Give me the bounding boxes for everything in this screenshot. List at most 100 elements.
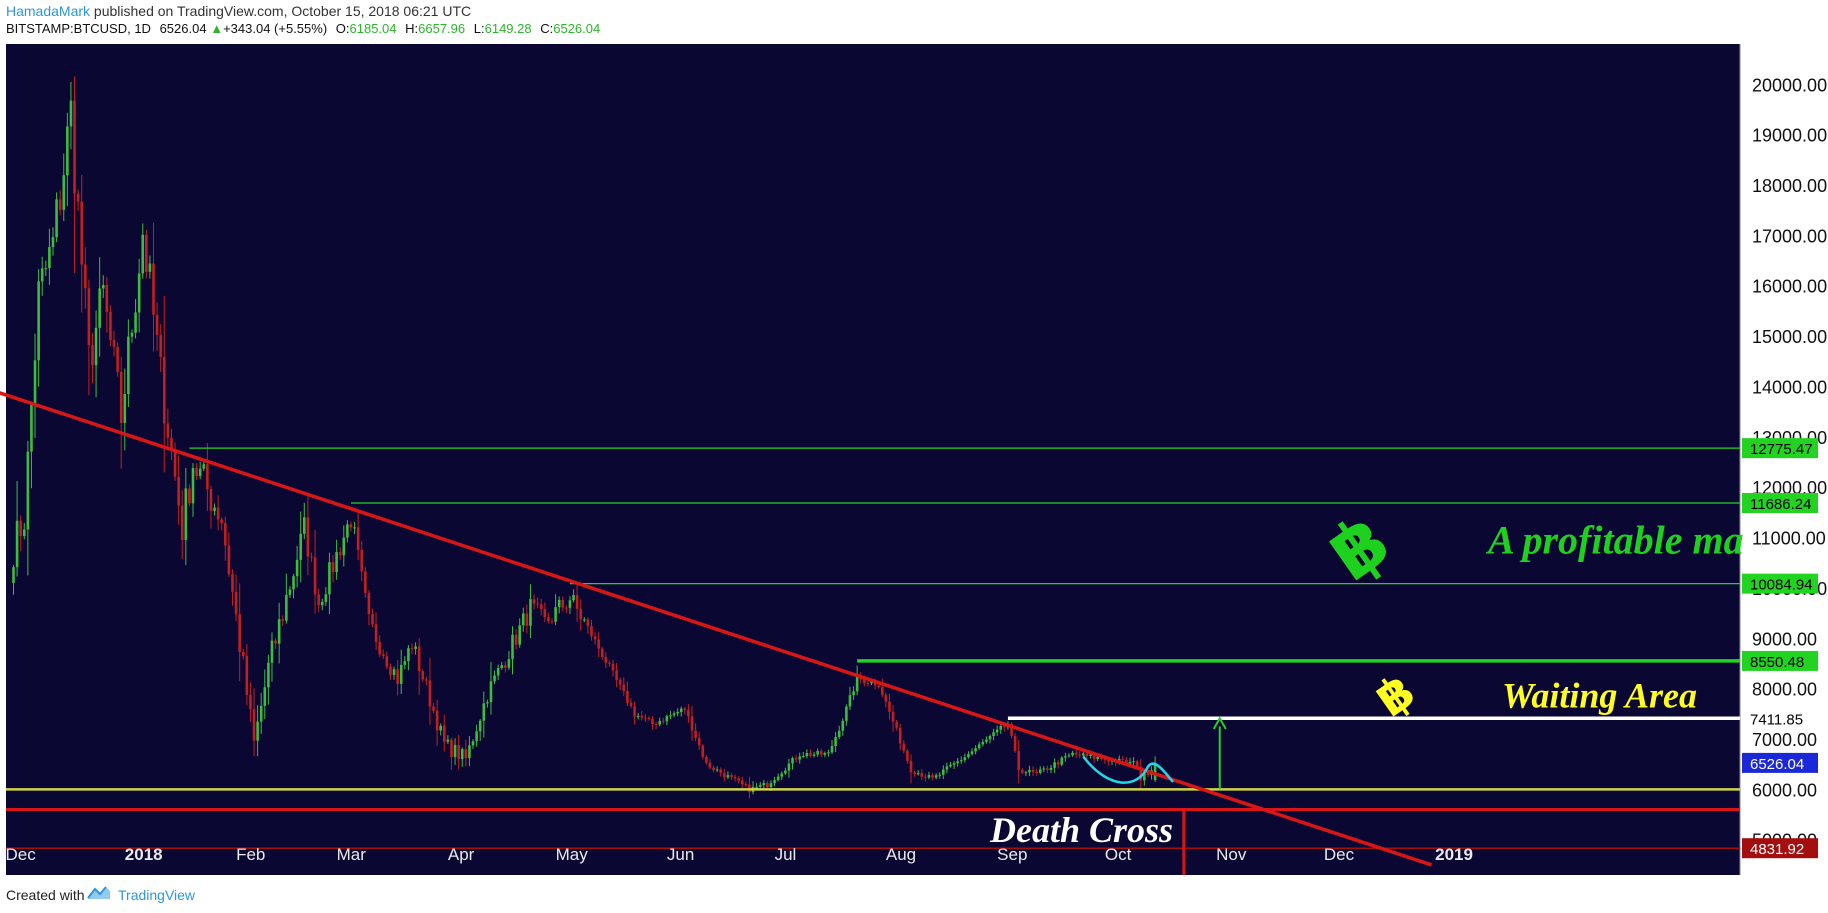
candle-body: [866, 683, 870, 685]
candle-body: [730, 775, 733, 777]
tradingview-link[interactable]: TradingView: [118, 887, 196, 903]
candle-body: [561, 599, 565, 608]
candle-body: [1139, 766, 1143, 781]
level-price-tag: 10084.94: [1750, 577, 1813, 594]
candle-body: [618, 679, 622, 685]
candle-body: [676, 712, 679, 714]
candle-body: [105, 285, 109, 313]
candle-body: [1103, 759, 1107, 761]
candle-body: [805, 752, 809, 757]
candle-body: [762, 783, 766, 786]
candle-body: [687, 709, 690, 717]
candle-body: [198, 468, 202, 476]
candle-body: [898, 727, 902, 744]
drawing-lines: [0, 391, 1740, 875]
candle-body: [299, 533, 302, 560]
candle-body: [259, 705, 263, 722]
candle-body: [209, 489, 213, 511]
candle-body: [26, 451, 30, 530]
candle-body: [529, 599, 532, 626]
candle-body: [87, 288, 91, 346]
candle-body: [152, 263, 155, 315]
y-tick-label: 8000.00: [1752, 680, 1817, 700]
candle-body: [76, 193, 80, 202]
candle-body: [827, 752, 830, 754]
candle-body: [525, 613, 529, 626]
candle-body: [640, 715, 644, 718]
candle-body: [812, 754, 816, 756]
candle-body: [579, 608, 583, 620]
candle-body: [504, 665, 507, 668]
candle-body: [626, 690, 629, 703]
candle-body: [224, 523, 227, 546]
candle-body: [374, 624, 378, 642]
tradingview-logo-icon[interactable]: [86, 884, 112, 902]
candle-body: [597, 639, 600, 649]
x-tick-label: May: [556, 845, 589, 864]
level-price-tag: 11686.24: [1750, 496, 1811, 513]
candle-body: [381, 654, 385, 657]
candle-body: [389, 666, 392, 675]
candle-body: [934, 775, 938, 778]
plot-area: [6, 44, 1740, 875]
candle-body: [227, 545, 231, 575]
candle-body: [1132, 761, 1135, 763]
candle-body: [1085, 753, 1089, 756]
candle-body: [220, 519, 224, 524]
candle-body: [475, 731, 478, 742]
candle-body: [155, 314, 159, 335]
candle-body: [356, 527, 360, 550]
candle-body: [66, 126, 69, 176]
candle-body: [1003, 726, 1006, 728]
candle-body: [30, 405, 33, 452]
x-tick-label: Aug: [886, 845, 916, 864]
candle-body: [91, 345, 94, 366]
candle-body: [44, 268, 48, 270]
candle-body: [464, 749, 468, 759]
candle-body: [604, 657, 608, 663]
candle-body: [841, 720, 845, 731]
author-link[interactable]: HamadaMark: [6, 3, 91, 19]
candle-body: [396, 669, 399, 684]
candle-body: [1017, 751, 1020, 771]
candle-body: [58, 199, 62, 210]
candle-body: [511, 634, 514, 660]
candle-body: [399, 664, 403, 684]
x-tick-label: Dec: [1324, 845, 1355, 864]
candle-body: [931, 775, 934, 778]
candle-body: [134, 312, 137, 333]
high-value: 6657.96: [418, 21, 466, 36]
candle-body: [231, 574, 234, 592]
candle-body: [313, 557, 317, 595]
candle-body: [1128, 761, 1132, 764]
close-label: C:: [540, 21, 554, 36]
last-price-tag-bg: [1742, 752, 1818, 773]
death-cross-annotation: Death Cross: [989, 810, 1173, 850]
candle-body: [647, 717, 651, 719]
candle-body: [493, 675, 496, 682]
candle-body: [457, 745, 460, 760]
x-tick-label: 2018: [125, 845, 163, 864]
candle-body: [809, 752, 812, 756]
candle-body: [1071, 752, 1074, 756]
candle-body: [705, 756, 708, 763]
candle-body: [755, 786, 758, 788]
candle-body: [888, 701, 891, 712]
candle-body: [15, 520, 19, 568]
candle-body: [267, 662, 270, 688]
candle-body: [798, 756, 802, 760]
candle-body: [758, 785, 762, 787]
candle-body: [1010, 724, 1013, 736]
y-tick-label: 11000.00: [1752, 529, 1826, 549]
candle-body: [712, 767, 715, 771]
candle-body: [471, 741, 475, 746]
candle-body: [557, 599, 561, 608]
candle-body: [285, 594, 288, 621]
candle-body: [446, 739, 450, 742]
candle-body: [723, 773, 726, 778]
candle-body: [1143, 772, 1146, 781]
candle-body: [177, 476, 180, 506]
candle-body: [891, 711, 895, 722]
candle-body: [1013, 735, 1017, 752]
